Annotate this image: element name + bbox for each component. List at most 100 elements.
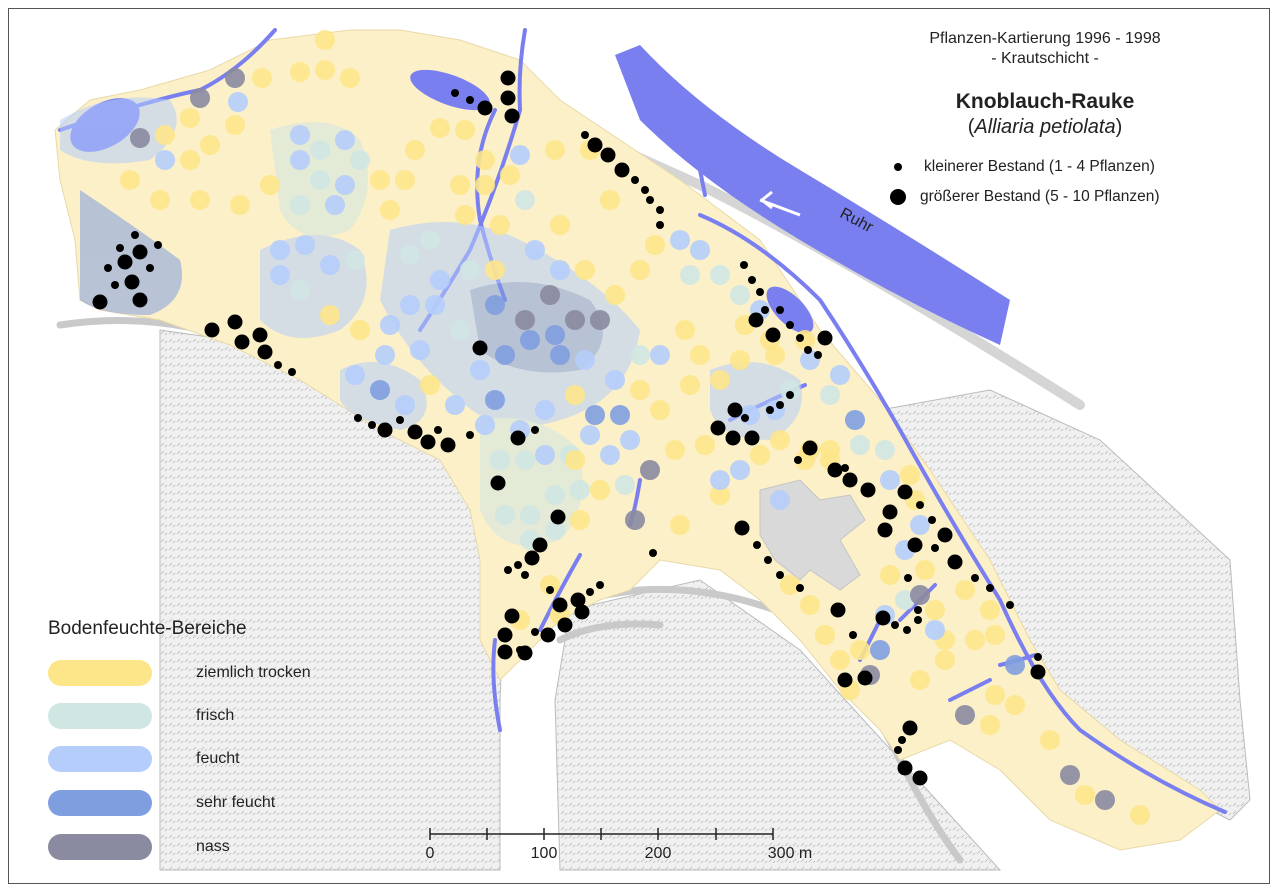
species-common-name: Knoblauch-Rauke: [955, 90, 1135, 113]
moisture-circle: [675, 320, 695, 340]
species-latin-name: (Alliaria petiolata): [967, 116, 1123, 138]
moisture-circle: [615, 475, 635, 495]
small-occurrence-dot: [434, 426, 442, 434]
moisture-circle: [670, 230, 690, 250]
moisture-circle: [750, 445, 770, 465]
moisture-circle: [710, 485, 730, 505]
moisture-circle: [925, 600, 945, 620]
small-occurrence-dot: [631, 176, 639, 184]
moisture-circle: [545, 485, 565, 505]
moisture-circle: [575, 350, 595, 370]
legend-row-very-moist: sehr feucht: [48, 790, 275, 816]
moisture-circle: [345, 250, 365, 270]
moisture-circle: [485, 260, 505, 280]
moisture-circle: [335, 130, 355, 150]
large-occurrence-dot: [614, 162, 630, 178]
moisture-circle: [290, 150, 310, 170]
large-occurrence-dot: [817, 330, 833, 346]
moisture-legend-title: Bodenfeuchte-Bereiche: [48, 618, 247, 639]
small-occurrence-dot: [904, 574, 912, 582]
legend-row-moist: feucht: [48, 746, 240, 772]
pond-east: [766, 286, 814, 334]
large-occurrence-dot: [877, 522, 893, 538]
moisture-circle: [335, 175, 355, 195]
moisture-circle: [225, 115, 245, 135]
small-occurrence-dot: [898, 736, 906, 744]
moisture-circle: [315, 60, 335, 80]
moisture-circle: [200, 135, 220, 155]
moisture-circle: [605, 370, 625, 390]
small-occurrence-dot: [776, 306, 784, 314]
moisture-circle: [875, 440, 895, 460]
large-occurrence-dot: [937, 527, 953, 543]
moisture-circle: [380, 200, 400, 220]
scale-bar: [429, 828, 774, 840]
scale-label-100: 100: [530, 845, 558, 862]
moisture-circle: [155, 150, 175, 170]
moisture-circle: [605, 285, 625, 305]
moisture-circle: [650, 400, 670, 420]
small-occurrence-dot: [531, 426, 539, 434]
moisture-circle: [290, 280, 310, 300]
moisture-circle: [395, 395, 415, 415]
large-occurrence-dot: [875, 610, 891, 626]
occurrence-dots: [92, 70, 1046, 786]
small-occurrence-dot: [111, 281, 119, 289]
moisture-circle: [320, 255, 340, 275]
moisture-circle: [610, 405, 630, 425]
legend-label-dry: ziemlich trocken: [196, 664, 311, 681]
small-occurrence-dot: [766, 406, 774, 414]
large-occurrence-dot: [497, 644, 513, 660]
small-occurrence-dot: [396, 416, 404, 424]
moisture-circle: [400, 245, 420, 265]
moisture-circle: [450, 320, 470, 340]
small-occurrence-dot: [928, 516, 936, 524]
legend-row-dry: ziemlich trocken: [48, 660, 311, 686]
small-occurrence-dot: [814, 351, 822, 359]
large-occurrence-dot: [802, 440, 818, 456]
moisture-circle: [550, 215, 570, 235]
moisture-circle: [570, 480, 590, 500]
large-occurrence-dot: [860, 482, 876, 498]
small-occurrence-dot: [794, 456, 802, 464]
moisture-circle: [650, 345, 670, 365]
moisture-circle: [955, 580, 975, 600]
small-occurrence-dot: [586, 588, 594, 596]
moisture-circle: [710, 265, 730, 285]
moisture-circle: [545, 520, 565, 540]
small-occurrence-dot: [154, 241, 162, 249]
moisture-circle: [455, 205, 475, 225]
moisture-circle: [475, 150, 495, 170]
moisture-sample-circles: [120, 30, 1150, 825]
large-occurrence-dot: [897, 760, 913, 776]
small-occurrence-dot: [841, 464, 849, 472]
scale-label-300: 300 m: [767, 845, 813, 862]
small-occurrence-dot: [646, 196, 654, 204]
legend-swatch-wet: [48, 834, 152, 860]
moisture-circle: [780, 380, 800, 400]
small-dot-icon: [894, 163, 902, 171]
moisture-circle: [475, 175, 495, 195]
moisture-circle: [565, 385, 585, 405]
small-occurrence-dot: [756, 288, 764, 296]
species-latin-text: Alliaria petiolata: [974, 116, 1116, 138]
moisture-circle: [150, 190, 170, 210]
large-occurrence-dot: [744, 430, 760, 446]
moisture-circle: [490, 450, 510, 470]
moisture-circle: [515, 450, 535, 470]
moisture-circle: [430, 270, 450, 290]
moisture-circle: [420, 375, 440, 395]
moisture-circle: [580, 425, 600, 445]
small-occurrence-dot: [354, 414, 362, 422]
moisture-circle: [880, 470, 900, 490]
moisture-circle: [910, 670, 930, 690]
moisture-circle: [565, 310, 585, 330]
moisture-circle: [375, 345, 395, 365]
moisture-circle: [290, 62, 310, 82]
large-occurrence-dot: [472, 340, 488, 356]
ruhr-river: [615, 45, 1010, 345]
moisture-circle: [630, 260, 650, 280]
moisture-circle: [850, 640, 870, 660]
moisture-circle: [665, 440, 685, 460]
